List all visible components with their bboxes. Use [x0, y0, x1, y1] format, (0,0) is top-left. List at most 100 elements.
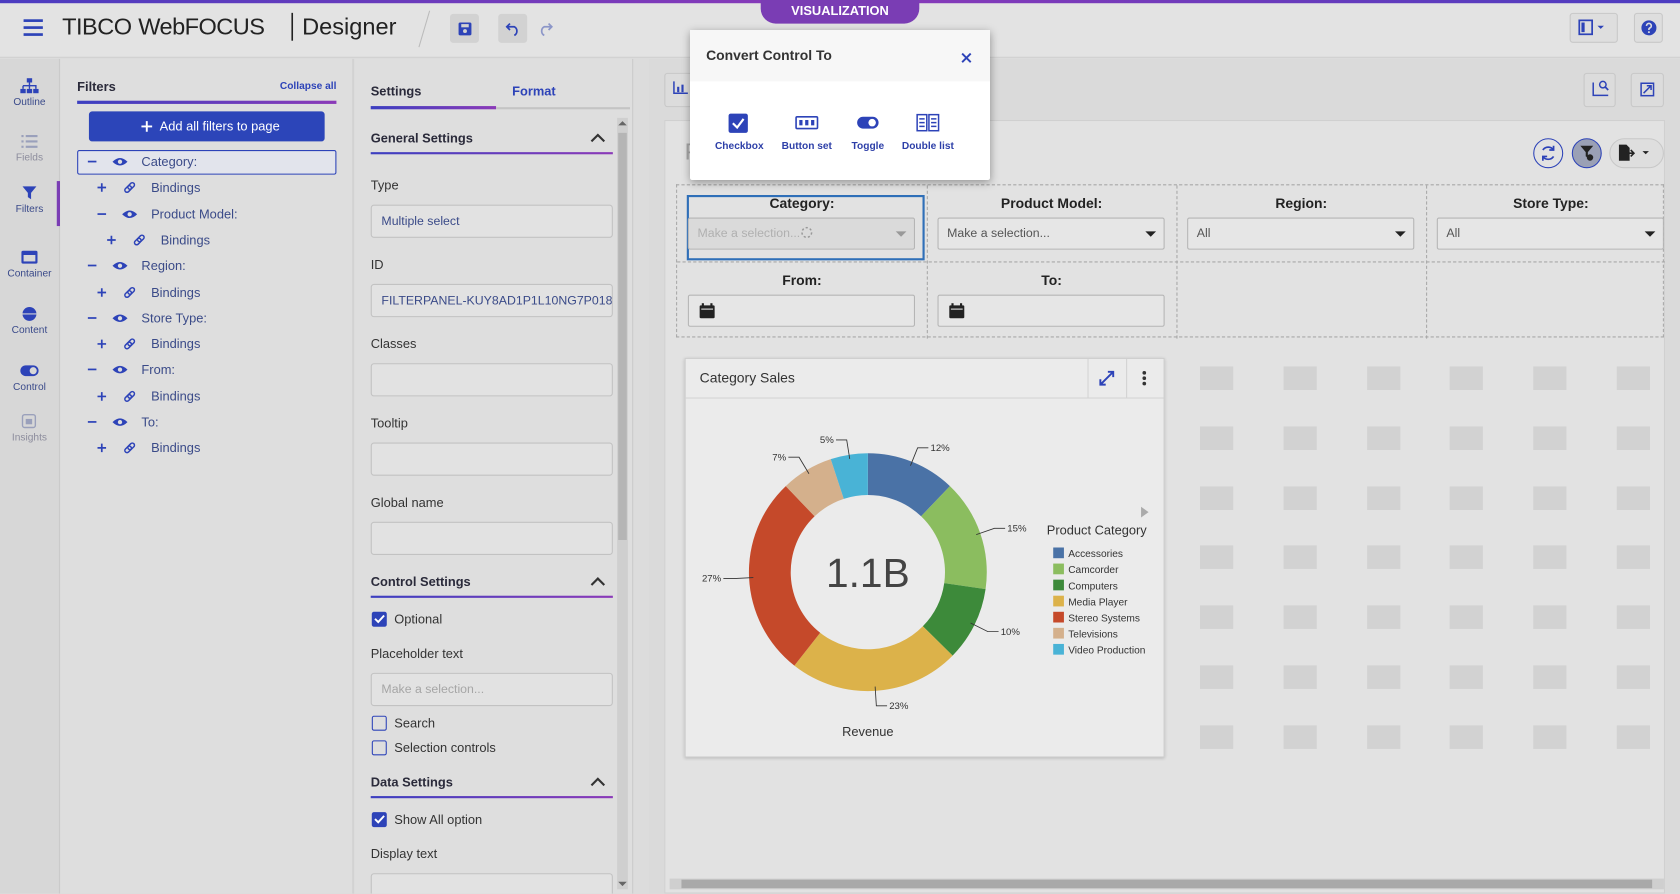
export-button[interactable] — [1609, 138, 1664, 169]
refresh-button[interactable] — [1533, 138, 1564, 169]
convert-option-label[interactable]: Checkbox — [714, 140, 764, 153]
date-input[interactable] — [937, 294, 1165, 327]
chart-menu[interactable] — [1142, 371, 1147, 386]
rail-icon[interactable] — [20, 250, 38, 265]
text-input[interactable]: Multiple select — [370, 204, 613, 238]
filter-node-label[interactable]: To: — [141, 414, 159, 430]
rail-label[interactable]: Filters — [15, 203, 44, 216]
rail-label[interactable]: Insights — [11, 431, 48, 444]
bindings-label[interactable]: Bindings — [160, 232, 211, 248]
collapse-toggle[interactable] — [87, 368, 97, 371]
visibility-icon[interactable] — [112, 262, 128, 271]
visibility-icon[interactable] — [112, 366, 128, 375]
section-title[interactable]: General Settings — [370, 130, 473, 146]
add-all-button[interactable]: Add all filters to page — [88, 111, 325, 142]
section-title[interactable]: Data Settings — [370, 774, 453, 790]
rail-icon[interactable] — [20, 363, 39, 378]
section-collapse[interactable] — [590, 576, 606, 586]
section-collapse[interactable] — [590, 133, 606, 143]
text-input[interactable]: Make a selection... — [370, 672, 613, 707]
convert-option-icon[interactable] — [795, 114, 819, 133]
date-input[interactable] — [687, 294, 916, 327]
inspect-button[interactable] — [1583, 72, 1616, 108]
rail-label[interactable]: Control — [13, 381, 46, 394]
convert-option-icon[interactable] — [916, 113, 940, 133]
filter-node-label[interactable]: Category: — [141, 154, 198, 170]
convert-option-icon[interactable] — [857, 114, 879, 133]
text-input[interactable] — [370, 521, 613, 556]
add-all-label[interactable]: Add all filters to page — [159, 118, 280, 134]
rail-icon[interactable] — [20, 134, 38, 149]
bindings-label[interactable]: Bindings — [151, 180, 201, 196]
visibility-icon[interactable] — [112, 158, 128, 167]
checkbox[interactable] — [371, 611, 387, 627]
settings-tab[interactable]: Settings — [370, 83, 422, 99]
expand-toggle[interactable] — [97, 339, 107, 349]
text-input[interactable] — [370, 442, 613, 476]
convert-option-label[interactable]: Button set — [781, 140, 832, 153]
select-box[interactable]: Make a selection... — [937, 217, 1165, 250]
expand-toggle[interactable] — [97, 183, 107, 193]
expand-toggle[interactable] — [97, 287, 107, 297]
select-box[interactable]: All — [1436, 217, 1664, 250]
filter-node-label[interactable]: Store Type: — [141, 310, 207, 326]
checkbox[interactable] — [371, 812, 387, 828]
convert-option-label[interactable]: Double list — [901, 140, 954, 153]
layout-button[interactable] — [1569, 12, 1618, 43]
section-collapse[interactable] — [590, 777, 606, 787]
expand-chart[interactable] — [1099, 370, 1115, 386]
visibility-icon[interactable] — [112, 418, 128, 427]
checkbox-label[interactable]: Optional — [394, 611, 443, 627]
menu-button[interactable] — [23, 19, 43, 36]
text-input[interactable] — [370, 363, 613, 397]
select-box[interactable]: All — [1187, 217, 1415, 250]
rail-label[interactable]: Content — [11, 324, 48, 337]
collapse-toggle[interactable] — [97, 212, 107, 215]
bindings-label[interactable]: Bindings — [151, 440, 201, 456]
empty-cell — [1200, 665, 1234, 689]
bindings-label[interactable]: Bindings — [151, 388, 201, 404]
text-input[interactable]: FILTERPANEL-KUY8AD1P1L10NG7P0186 — [370, 283, 613, 318]
checkbox-label[interactable]: Selection controls — [394, 740, 496, 756]
bindings-label[interactable]: Bindings — [151, 284, 201, 300]
rail-label[interactable]: Fields — [15, 152, 44, 164]
collapse-toggle[interactable] — [87, 264, 97, 267]
text-input[interactable] — [370, 873, 613, 894]
expand-toggle[interactable] — [97, 391, 107, 401]
collapse-toggle[interactable] — [87, 160, 97, 163]
expand-toggle[interactable] — [97, 443, 107, 453]
undo-button[interactable] — [498, 13, 528, 43]
checkbox-label[interactable]: Show All option — [394, 812, 483, 828]
checkbox-label[interactable]: Search — [394, 715, 436, 731]
checkbox[interactable] — [371, 740, 387, 756]
settings-tab[interactable]: Format — [512, 83, 556, 99]
rail-icon[interactable] — [20, 78, 39, 94]
visibility-icon[interactable] — [122, 210, 138, 219]
collapse-toggle[interactable] — [87, 421, 97, 423]
popup-close[interactable] — [961, 52, 972, 64]
collapse-toggle[interactable] — [87, 316, 97, 319]
convert-option-icon[interactable] — [728, 113, 750, 133]
section-title[interactable]: Control Settings — [370, 574, 471, 590]
convert-option-label[interactable]: Toggle — [851, 140, 885, 153]
filter-node-label[interactable]: Product Model: — [151, 206, 238, 222]
rail-icon-part — [25, 135, 38, 138]
input-value[interactable]: Multiple select — [381, 215, 460, 229]
filter-node-label[interactable]: From: — [141, 362, 176, 378]
filter-toggle-button[interactable] — [1571, 138, 1602, 169]
expand-toggle[interactable] — [107, 235, 116, 245]
filter-node-label[interactable]: Region: — [141, 258, 186, 274]
visibility-icon[interactable] — [112, 314, 128, 323]
collapse-all[interactable]: Collapse all — [279, 80, 337, 93]
rail-icon[interactable] — [20, 413, 38, 429]
empty-cell — [1450, 545, 1484, 570]
input-value[interactable]: FILTERPANEL-KUY8AD1P1L10NG7P0186 — [381, 294, 613, 308]
rail-icon[interactable] — [20, 306, 38, 321]
select-box[interactable]: Make a selection... — [687, 217, 916, 250]
bindings-label[interactable]: Bindings — [151, 336, 201, 352]
input-placeholder[interactable]: Make a selection... — [381, 683, 485, 697]
checkbox[interactable] — [371, 715, 387, 731]
rail-icon[interactable] — [20, 185, 38, 200]
rail-label[interactable]: Container — [7, 267, 52, 280]
rail-label[interactable]: Outline — [13, 96, 46, 109]
